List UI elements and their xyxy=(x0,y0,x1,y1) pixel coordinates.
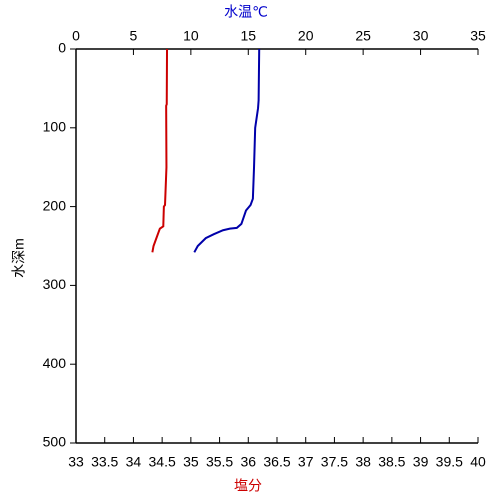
x-tick-label: 33.5 xyxy=(91,454,118,470)
y-tick-label: 400 xyxy=(43,355,67,371)
x-tick-label: 36 xyxy=(240,454,256,470)
x-tick-label: 34 xyxy=(126,454,142,470)
x-tick-label: 36.5 xyxy=(263,454,290,470)
x2-axis-label: 水温℃ xyxy=(224,4,268,20)
y-tick-label: 200 xyxy=(43,197,67,213)
x-tick-label: 39 xyxy=(413,454,429,470)
x-tick-label: 35 xyxy=(183,454,199,470)
x-axis-label: 塩分 xyxy=(234,478,262,494)
x-tick-label: 40 xyxy=(470,454,486,470)
x2-tick-label: 10 xyxy=(183,28,199,44)
x2-tick-label: 5 xyxy=(130,28,138,44)
x-tick-label: 34.5 xyxy=(149,454,176,470)
x-tick-label: 33 xyxy=(68,454,84,470)
profile-line xyxy=(151,48,169,253)
x-tick-label: 37.5 xyxy=(321,454,348,470)
y-tick-label: 500 xyxy=(43,434,67,450)
x2-tick-label: 15 xyxy=(240,28,256,44)
x-tick-label: 39.5 xyxy=(436,454,463,470)
y-tick-label: 300 xyxy=(43,276,67,292)
y-tick-label: 100 xyxy=(43,119,67,135)
x2-tick-label: 35 xyxy=(470,28,486,44)
x2-tick-label: 20 xyxy=(298,28,314,44)
x2-tick-label: 30 xyxy=(413,28,429,44)
x-tick-label: 38.5 xyxy=(378,454,405,470)
x2-tick-label: 25 xyxy=(355,28,371,44)
y-tick-label: 0 xyxy=(58,40,66,56)
y-axis-label: 水深m xyxy=(11,238,27,278)
x-tick-label: 35.5 xyxy=(206,454,233,470)
x-tick-label: 38 xyxy=(355,454,371,470)
x2-tick-label: 0 xyxy=(72,28,80,44)
profile-line xyxy=(193,48,261,253)
x-tick-label: 37 xyxy=(298,454,314,470)
